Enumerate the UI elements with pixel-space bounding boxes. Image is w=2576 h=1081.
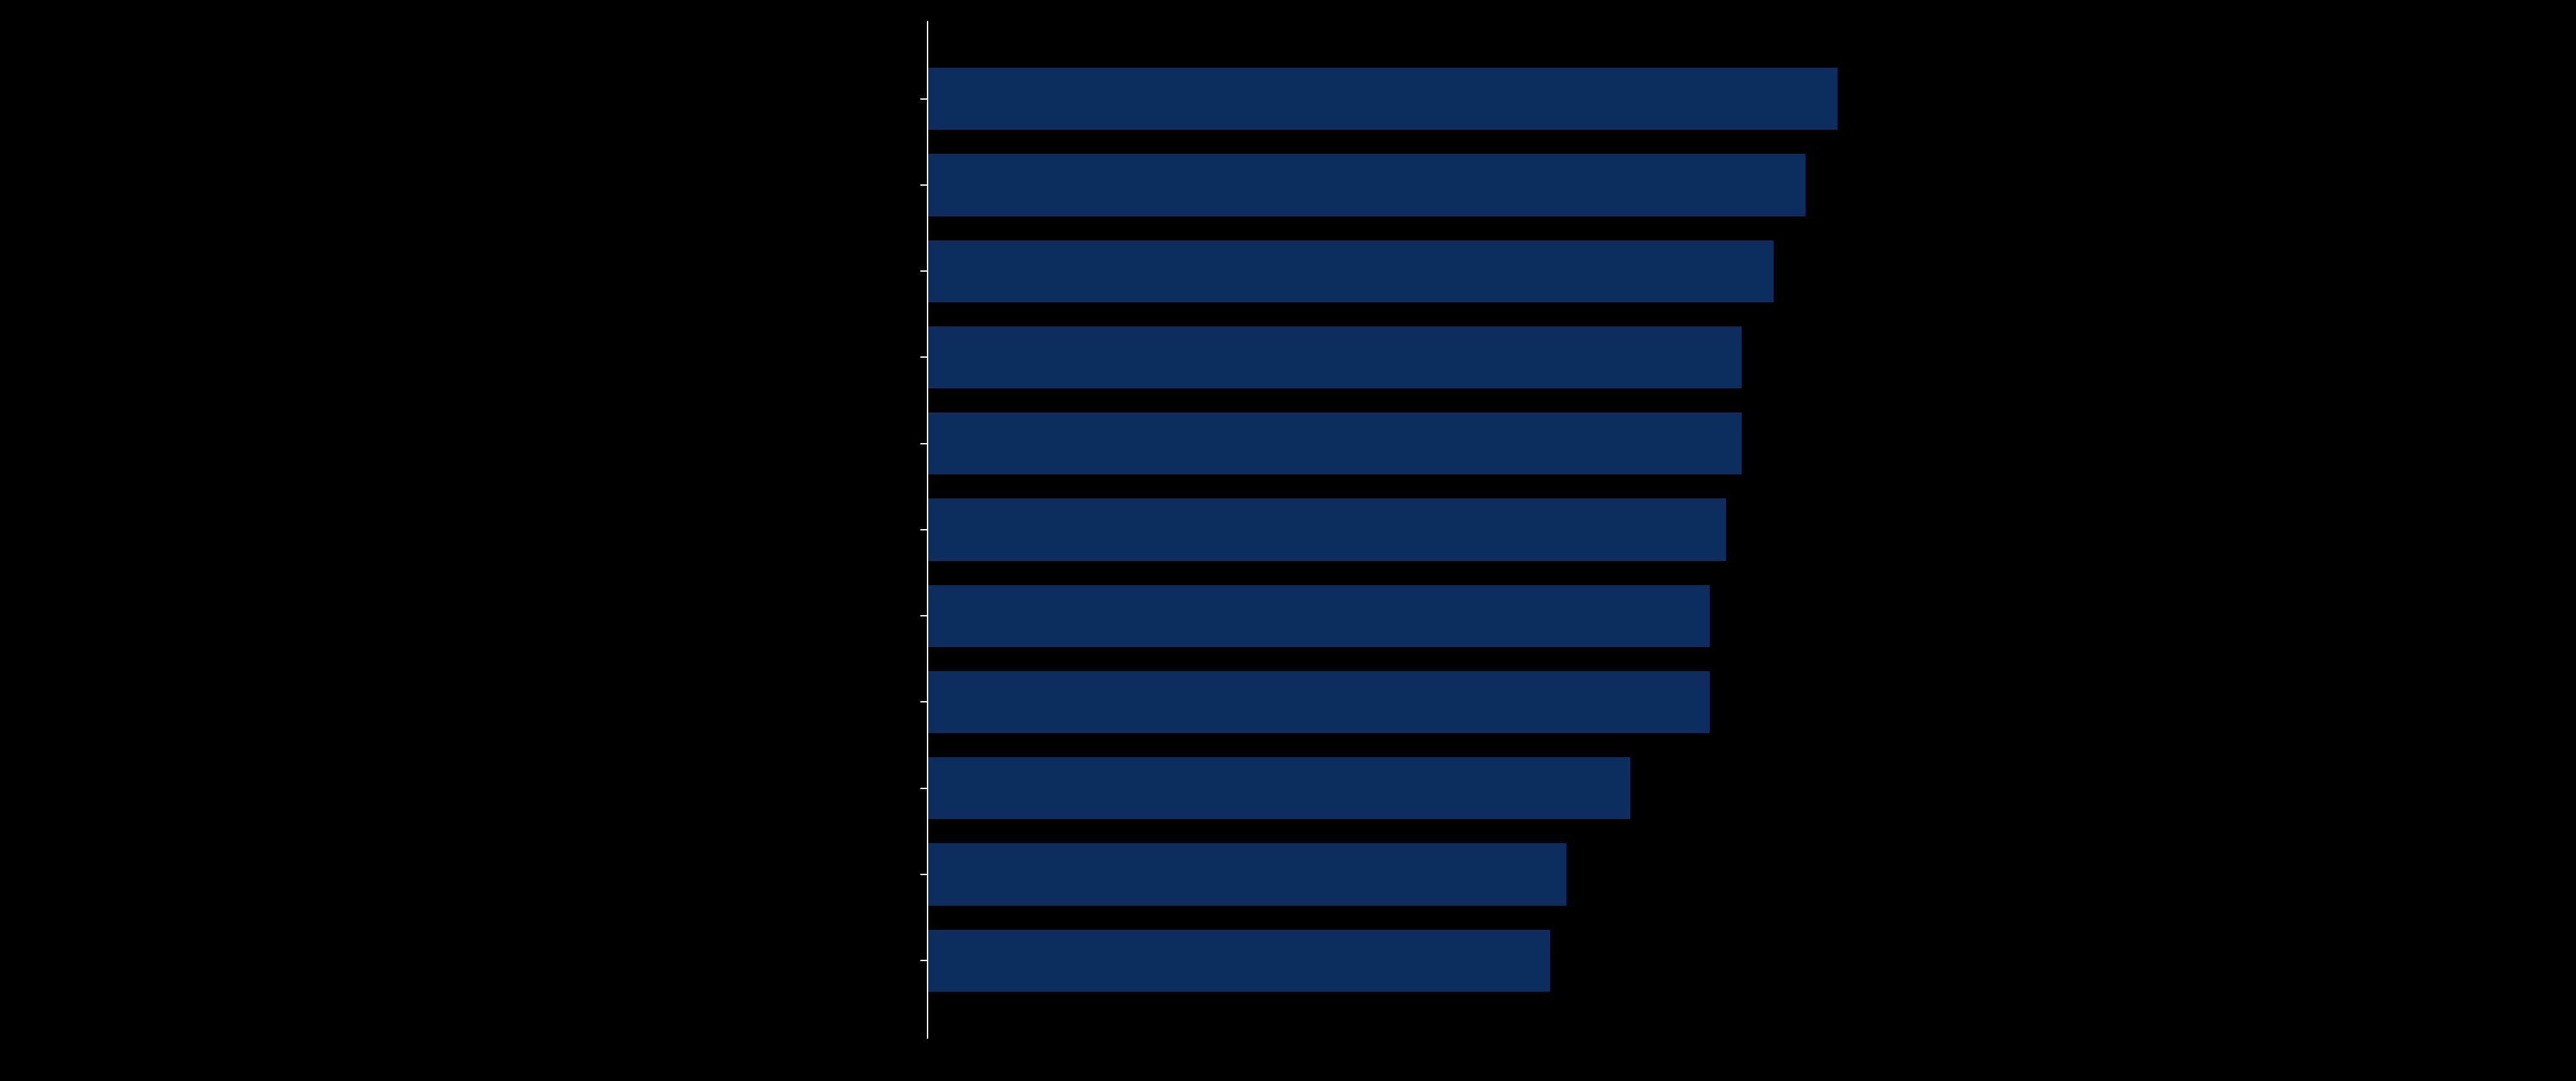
- Bar: [927, 326, 1741, 388]
- Bar: [927, 930, 1551, 991]
- Bar: [927, 498, 1726, 561]
- Bar: [927, 757, 1631, 819]
- Bar: [927, 671, 1710, 733]
- Bar: [927, 240, 1775, 303]
- Bar: [927, 154, 1806, 216]
- Bar: [927, 413, 1741, 475]
- Bar: [927, 843, 1566, 906]
- Bar: [927, 585, 1710, 646]
- Bar: [927, 68, 1837, 130]
